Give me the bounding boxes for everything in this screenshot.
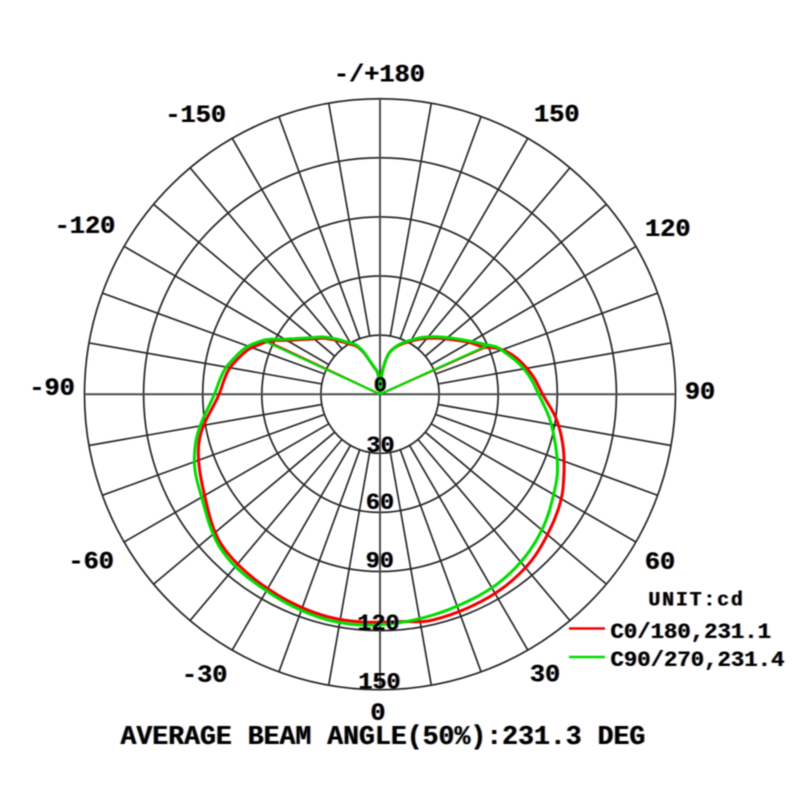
svg-text:60: 60 bbox=[367, 490, 395, 517]
svg-text:60: 60 bbox=[645, 548, 675, 577]
svg-text:-60: -60 bbox=[68, 548, 114, 577]
svg-text:120: 120 bbox=[357, 611, 399, 638]
svg-text:AVERAGE BEAM ANGLE(50%):231.3: AVERAGE BEAM ANGLE(50%):231.3 DEG bbox=[121, 722, 646, 752]
svg-text:150: 150 bbox=[359, 670, 401, 697]
svg-text:30: 30 bbox=[530, 661, 560, 690]
svg-text:C90/270,231.4: C90/270,231.4 bbox=[611, 647, 785, 673]
svg-text:-/+180: -/+180 bbox=[334, 60, 425, 89]
svg-text:-120: -120 bbox=[54, 212, 115, 241]
svg-text:30: 30 bbox=[367, 433, 395, 460]
svg-text:-30: -30 bbox=[182, 661, 228, 690]
svg-text:C0/180,231.1: C0/180,231.1 bbox=[611, 619, 772, 645]
svg-text:C90/270,231.4: C90/270,231.4 bbox=[610, 647, 784, 673]
svg-text:-90: -90 bbox=[29, 374, 75, 403]
svg-text:60: 60 bbox=[644, 548, 674, 577]
svg-text:-150: -150 bbox=[166, 101, 227, 130]
svg-text:30: 30 bbox=[365, 433, 393, 460]
svg-text:150: 150 bbox=[534, 101, 580, 130]
svg-text:150: 150 bbox=[357, 670, 399, 697]
svg-text:UNIT:cd: UNIT:cd bbox=[648, 590, 743, 613]
svg-text:90: 90 bbox=[684, 378, 714, 407]
svg-text:0: 0 bbox=[371, 699, 386, 728]
svg-text:0: 0 bbox=[373, 374, 386, 399]
svg-text:-150: -150 bbox=[164, 101, 225, 130]
svg-text:150: 150 bbox=[533, 101, 579, 130]
svg-text:120: 120 bbox=[646, 215, 692, 244]
svg-text:0: 0 bbox=[375, 374, 388, 399]
svg-text:-30: -30 bbox=[181, 661, 227, 690]
svg-text:30: 30 bbox=[366, 433, 394, 460]
svg-text:-120: -120 bbox=[55, 212, 116, 241]
svg-text:-150: -150 bbox=[165, 101, 226, 130]
svg-text:-30: -30 bbox=[183, 661, 229, 690]
svg-text:150: 150 bbox=[535, 101, 581, 130]
svg-text:30: 30 bbox=[529, 661, 559, 690]
svg-text:C0/180,231.1: C0/180,231.1 bbox=[610, 619, 771, 645]
svg-text:120: 120 bbox=[356, 611, 398, 638]
svg-text:90: 90 bbox=[686, 378, 716, 407]
svg-text:90: 90 bbox=[367, 548, 395, 575]
svg-text:120: 120 bbox=[645, 215, 691, 244]
svg-text:60: 60 bbox=[365, 490, 393, 517]
svg-text:0: 0 bbox=[370, 699, 385, 728]
svg-text:90: 90 bbox=[365, 548, 393, 575]
svg-text:-/+180: -/+180 bbox=[335, 60, 426, 89]
svg-text:30: 30 bbox=[531, 661, 561, 690]
svg-text:60: 60 bbox=[366, 490, 394, 517]
svg-text:60: 60 bbox=[646, 548, 676, 577]
svg-text:C0/180,231.1: C0/180,231.1 bbox=[611, 619, 772, 645]
svg-text:-60: -60 bbox=[68, 548, 114, 577]
svg-text:0: 0 bbox=[374, 374, 387, 399]
svg-text:120: 120 bbox=[358, 611, 400, 638]
svg-text:UNIT:cd: UNIT:cd bbox=[648, 590, 743, 613]
svg-text:-60: -60 bbox=[69, 548, 115, 577]
svg-text:-90: -90 bbox=[30, 374, 76, 403]
svg-text:90: 90 bbox=[685, 378, 715, 407]
svg-text:C90/270,231.4: C90/270,231.4 bbox=[611, 647, 785, 673]
svg-text:-120: -120 bbox=[56, 212, 117, 241]
svg-text:0: 0 bbox=[370, 699, 385, 728]
svg-text:UNIT:cd: UNIT:cd bbox=[649, 590, 744, 613]
svg-text:AVERAGE BEAM ANGLE(50%):231.3: AVERAGE BEAM ANGLE(50%):231.3 DEG bbox=[121, 722, 646, 752]
svg-text:-90: -90 bbox=[28, 374, 74, 403]
svg-text:120: 120 bbox=[644, 215, 690, 244]
svg-text:150: 150 bbox=[358, 670, 400, 697]
svg-text:AVERAGE BEAM ANGLE(50%):231.3: AVERAGE BEAM ANGLE(50%):231.3 DEG bbox=[120, 722, 645, 752]
svg-text:-/+180: -/+180 bbox=[333, 60, 424, 89]
svg-text:90: 90 bbox=[366, 548, 394, 575]
